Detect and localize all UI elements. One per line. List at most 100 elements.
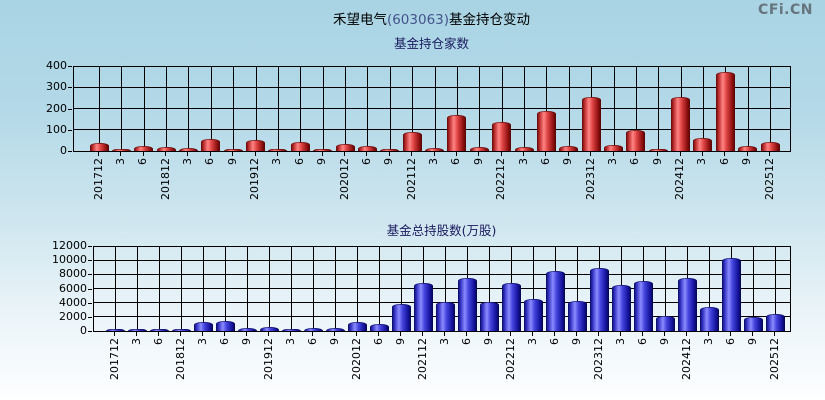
gridline-vertical — [702, 66, 704, 151]
x-tick-mark — [158, 332, 159, 336]
bar-201912-7 — [259, 327, 279, 331]
gridline-vertical — [269, 246, 270, 331]
bar-9-10 — [313, 148, 333, 151]
gridline-vertical — [367, 66, 369, 151]
x-tick-mark — [554, 332, 555, 336]
gridline-vertical — [658, 66, 660, 151]
x-tick-mark — [98, 152, 99, 156]
bar-202512-30 — [765, 314, 785, 331]
x-tick-mark — [523, 152, 525, 156]
gridline-vertical — [524, 66, 526, 151]
bar-6-9 — [290, 141, 310, 151]
x-tick-mark — [232, 152, 234, 156]
x-tick-mark — [142, 152, 144, 156]
x-tick-label: 201812 — [158, 158, 172, 200]
x-tick-mark — [422, 332, 423, 336]
gridline-vertical — [635, 66, 637, 151]
bar-9-21 — [567, 300, 587, 331]
x-tick-mark — [679, 152, 681, 156]
title-stock-name: 禾望电气 — [332, 12, 387, 28]
y-tick-mark — [68, 66, 72, 67]
title-stock-code: (603063) — [386, 12, 450, 28]
gridline-vertical — [137, 246, 138, 331]
bar-6-12 — [357, 146, 377, 151]
gridline-horizontal — [74, 129, 791, 131]
x-tick-label: 201912 — [248, 158, 262, 200]
x-tick-mark — [701, 152, 703, 156]
x-tick-label: 3 — [606, 158, 619, 165]
gridline-vertical — [434, 66, 436, 151]
fund-shares-chart-title: 基金总持股数(万股) — [386, 223, 497, 238]
bar-6-28 — [721, 257, 741, 331]
x-tick-mark — [366, 152, 368, 156]
y-tick-label: 100 — [46, 122, 67, 136]
x-tick-mark — [444, 332, 445, 336]
x-tick-label: 202012 — [349, 338, 363, 380]
bar-202312-22 — [589, 267, 609, 331]
gridline-vertical — [533, 246, 534, 331]
gridline-vertical — [345, 66, 347, 151]
y-tick-mark — [88, 302, 92, 304]
x-tick-label: 6 — [459, 338, 473, 345]
bar-9-17 — [479, 302, 499, 331]
x-tick-label: 6 — [628, 158, 642, 165]
gridline-vertical — [770, 66, 772, 151]
y-tick-mark — [88, 274, 92, 276]
gridline-vertical — [121, 66, 123, 151]
x-tick-mark — [290, 332, 291, 336]
fund-count-chart — [73, 66, 791, 152]
x-tick-label: 9 — [745, 338, 759, 345]
x-tick-mark — [774, 332, 775, 336]
x-tick-mark — [730, 332, 731, 336]
x-tick-label: 6 — [449, 158, 463, 165]
x-tick-mark — [276, 152, 278, 156]
fund-count-chart-title: 基金持仓家数 — [393, 36, 469, 51]
bar-202412-26 — [671, 96, 691, 151]
bar-202212-18 — [492, 122, 512, 151]
x-tick-mark — [752, 332, 753, 336]
y-tick-mark — [88, 260, 92, 262]
gridline-vertical — [479, 66, 481, 151]
bar-201712-0 — [89, 142, 109, 151]
x-tick-label: 202412 — [679, 338, 693, 380]
x-tick-label: 201712 — [91, 158, 105, 200]
x-tick-label: 201712 — [107, 338, 121, 380]
x-tick-mark — [455, 152, 457, 156]
bar-202012-11 — [347, 321, 367, 331]
x-tick-label: 9 — [561, 158, 575, 165]
gridline-vertical — [445, 246, 446, 331]
x-tick-mark — [510, 332, 511, 336]
bar-9-10 — [325, 328, 345, 331]
x-tick-mark — [567, 152, 569, 156]
x-tick-mark — [411, 152, 413, 156]
gridline-horizontal — [94, 259, 791, 261]
bar-201712-0 — [105, 328, 125, 331]
x-tick-mark — [708, 332, 709, 336]
x-tick-mark — [312, 332, 313, 336]
x-tick-label: 3 — [427, 158, 441, 165]
x-tick-label: 9 — [225, 158, 239, 165]
bar-6-5 — [215, 320, 235, 331]
x-tick-label: 6 — [203, 158, 217, 165]
x-tick-mark — [165, 152, 167, 156]
x-tick-label: 3 — [437, 338, 451, 345]
x-tick-mark — [114, 332, 115, 336]
x-tick-mark — [254, 152, 256, 156]
gridline-vertical — [159, 246, 160, 331]
x-tick-mark — [120, 152, 122, 156]
bar-3-19 — [523, 298, 543, 331]
gridline-vertical — [489, 246, 490, 331]
x-tick-label: 9 — [327, 338, 341, 345]
bar-201912-7 — [246, 139, 266, 151]
bar-9-29 — [743, 316, 763, 331]
x-tick-label: 202312 — [583, 158, 597, 200]
y-tick-mark — [88, 246, 92, 247]
y-tick-mark — [68, 108, 72, 110]
gridline-vertical — [99, 66, 100, 151]
gridline-vertical — [456, 66, 458, 151]
bar-201812-3 — [156, 147, 176, 151]
bar-202112-14 — [413, 283, 433, 331]
y-tick-label: 6000 — [59, 281, 87, 295]
fund-shares-chart — [93, 246, 791, 332]
gridline-vertical — [753, 246, 754, 331]
